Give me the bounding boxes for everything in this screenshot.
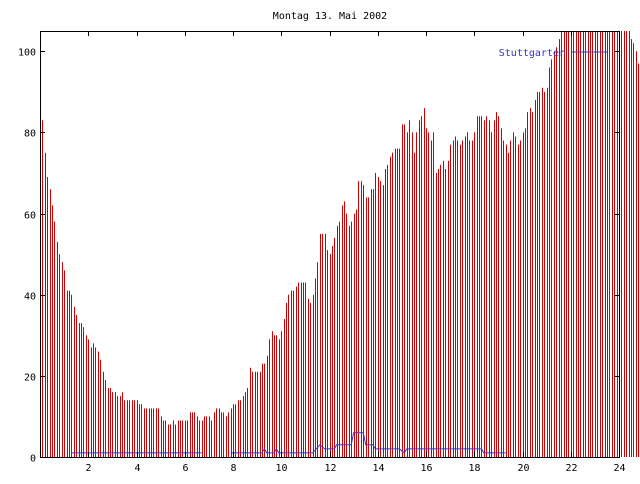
x-tick-label: 16	[420, 463, 432, 474]
x-tick-label: 22	[565, 463, 577, 474]
x-tick-label: 8	[230, 463, 236, 474]
y-tick-label: 100	[18, 48, 36, 59]
x-tick-label: 2	[85, 463, 91, 474]
x-tick-label: 24	[613, 463, 625, 474]
chart-title: Montag 13. Mai 2002	[273, 11, 387, 22]
x-tick-label: 4	[134, 463, 140, 474]
y-tick-label: 60	[24, 211, 36, 222]
y-tick-label: 80	[24, 129, 36, 140]
x-tick-label: 12	[324, 463, 336, 474]
x-tick-label: 18	[468, 463, 480, 474]
x-tick-label: 6	[182, 463, 188, 474]
y-tick-label: 40	[24, 292, 36, 303]
x-tick-label: 20	[517, 463, 529, 474]
bars-layer	[43, 31, 640, 457]
y-tick-label: 0	[30, 454, 36, 465]
x-tick-label: 14	[372, 463, 384, 474]
legend-label: Stuttgarter	[499, 48, 565, 59]
y-tick-label: 20	[24, 373, 36, 384]
x-tick-label: 10	[275, 463, 287, 474]
